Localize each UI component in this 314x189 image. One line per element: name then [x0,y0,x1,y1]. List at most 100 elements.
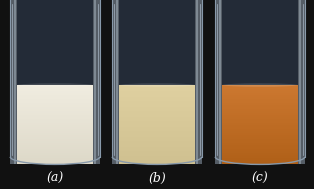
Bar [17,144,93,147]
Bar [17,158,93,160]
Bar [222,108,298,111]
Bar [17,0,93,85]
Bar [119,136,195,139]
Bar [17,146,93,149]
Bar [195,0,202,164]
Bar [17,120,93,123]
Bar [222,162,298,164]
Bar [119,156,195,158]
Bar [222,105,298,107]
Bar [119,148,195,150]
Bar [119,128,195,131]
Bar [222,93,298,95]
Bar [222,120,298,123]
Bar [119,130,195,133]
Bar [119,112,195,115]
Bar [17,128,93,131]
Bar [222,128,298,131]
Text: (a): (a) [46,172,63,185]
Bar [112,0,119,164]
Bar [17,130,93,133]
Bar [17,162,93,164]
Bar [119,93,195,95]
Bar [222,146,298,149]
Ellipse shape [17,83,93,87]
Bar [17,99,93,101]
Bar [17,160,93,163]
Bar [119,150,195,153]
Bar [119,146,195,149]
Bar [119,124,195,127]
Bar [119,152,195,155]
Bar [119,118,195,121]
Bar [119,114,195,117]
Bar [215,0,222,164]
Bar [17,112,93,115]
Bar [119,110,195,113]
Bar [222,122,298,125]
Bar [119,85,195,87]
Bar [222,107,298,109]
Text: (b): (b) [148,172,166,185]
Bar [119,87,195,89]
Bar [17,114,93,117]
Bar [119,108,195,111]
Bar [17,150,93,153]
Bar [17,154,93,156]
Bar [222,89,298,91]
Bar [119,102,195,105]
Bar [222,101,298,103]
Bar [222,156,298,158]
Bar [222,132,298,135]
Bar [222,102,298,105]
Bar [119,126,195,129]
Bar [17,116,93,119]
Bar [222,142,298,145]
Bar [222,124,298,127]
Bar [222,126,298,129]
Ellipse shape [119,83,195,87]
Bar [119,97,195,99]
Bar [119,0,195,85]
Bar [119,162,195,164]
Bar [17,101,93,103]
Bar [17,140,93,143]
Bar [299,0,300,164]
Bar [222,160,298,163]
Bar [222,85,298,87]
Bar [119,138,195,141]
Bar [17,152,93,155]
Bar [119,142,195,145]
Bar [119,120,195,123]
Bar [14,0,16,164]
Bar [17,126,93,129]
Bar [222,152,298,155]
Bar [119,158,195,160]
Bar [17,108,93,111]
Bar [17,118,93,121]
Bar [119,122,195,125]
Bar [222,134,298,137]
Bar [222,110,298,113]
Bar [10,0,17,164]
Bar [119,91,195,93]
Bar [119,132,195,135]
Bar [17,102,93,105]
Bar [17,124,93,127]
Bar [94,0,95,164]
Bar [119,105,195,107]
Bar [222,118,298,121]
Bar [119,140,195,143]
Bar [119,116,195,119]
Bar [222,112,298,115]
Bar [222,91,298,93]
Bar [222,130,298,133]
Bar [17,94,93,97]
Bar [222,94,298,97]
Bar [17,107,93,109]
Bar [17,110,93,113]
Bar [222,87,298,89]
Bar [17,97,93,99]
Bar [17,136,93,139]
Bar [17,156,93,158]
